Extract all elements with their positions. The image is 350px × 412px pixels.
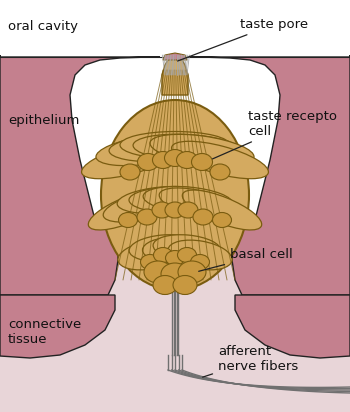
Ellipse shape [177,248,196,262]
Ellipse shape [154,248,173,262]
Ellipse shape [140,255,160,269]
Ellipse shape [165,202,185,218]
Ellipse shape [159,188,247,222]
Ellipse shape [101,100,249,290]
Text: taste pore: taste pore [177,18,308,61]
Ellipse shape [82,141,178,179]
Ellipse shape [150,134,254,166]
Ellipse shape [152,202,172,218]
Ellipse shape [120,131,230,159]
Polygon shape [0,295,115,358]
Ellipse shape [210,164,230,180]
Ellipse shape [142,237,208,263]
Ellipse shape [120,164,140,180]
Ellipse shape [129,187,221,213]
Ellipse shape [190,255,210,269]
Ellipse shape [191,154,212,171]
Ellipse shape [176,152,197,169]
Ellipse shape [178,202,198,218]
Bar [0,240,350,412]
Ellipse shape [153,152,174,169]
Polygon shape [162,58,188,95]
Polygon shape [235,295,350,358]
Ellipse shape [212,213,231,227]
Ellipse shape [173,276,197,295]
Ellipse shape [117,187,207,213]
Ellipse shape [153,276,177,295]
Ellipse shape [133,134,241,162]
Ellipse shape [144,261,172,283]
Ellipse shape [178,261,206,283]
Polygon shape [190,55,350,295]
Ellipse shape [96,134,200,166]
Ellipse shape [88,190,168,230]
Polygon shape [0,55,160,295]
Ellipse shape [168,240,232,270]
Ellipse shape [164,150,186,166]
Ellipse shape [161,263,189,285]
Text: epithelium: epithelium [8,113,79,126]
Ellipse shape [103,188,191,222]
Ellipse shape [172,141,268,179]
Ellipse shape [166,250,184,265]
Ellipse shape [182,190,262,230]
Ellipse shape [153,235,221,261]
Text: afferent
nerve fibers: afferent nerve fibers [203,345,298,377]
Ellipse shape [138,154,159,171]
Text: basal cell: basal cell [199,248,293,271]
Ellipse shape [143,187,233,213]
Ellipse shape [109,134,217,162]
Ellipse shape [193,209,213,225]
Text: taste recepto
cell: taste recepto cell [212,110,337,159]
Text: oral cavity: oral cavity [8,20,78,33]
Ellipse shape [118,240,182,270]
Ellipse shape [129,235,197,261]
Ellipse shape [137,209,157,225]
Ellipse shape [119,213,138,227]
Polygon shape [163,53,187,60]
Text: connective
tissue: connective tissue [8,318,81,346]
